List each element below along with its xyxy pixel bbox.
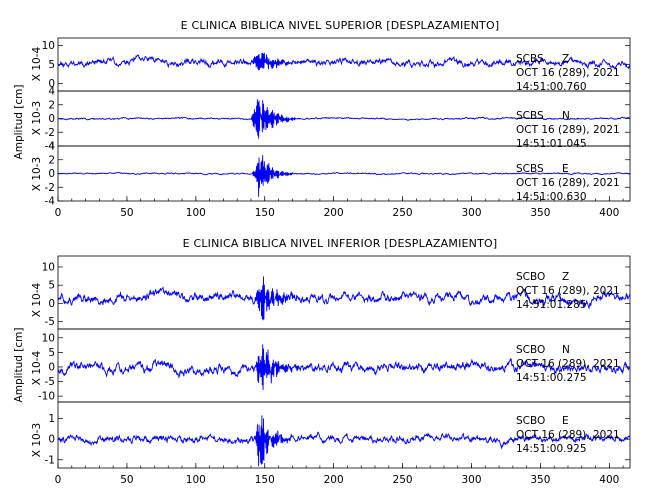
lower-x-tick-label: 300 (461, 474, 481, 486)
lower-panel-z-trace (57, 276, 631, 321)
lower-x-tick-label: 350 (530, 474, 550, 486)
lower-x-tick-label: 0 (55, 474, 62, 486)
upper-panel-z-y-tick-label: 5 (48, 59, 55, 71)
upper-panel-n-y-tick-label: -4 (45, 141, 56, 153)
lower-panel-e-scale: X 10-3 (31, 423, 43, 457)
lower-panel-e-date: OCT 16 (289), 2021 (516, 429, 620, 441)
lower-panel-n-scale: X 10-4 (31, 351, 43, 386)
upper-x-tick-label: 0 (55, 207, 62, 219)
lower-panel-e-y-tick-label: -1 (45, 454, 55, 466)
upper-panel-z: 0 5 10 X 10-4 SCBS Z OCT 16 (289), 2021 14… (31, 37, 631, 93)
lower-panel-e-y-tick-label: 0 (48, 434, 55, 446)
upper-panel-z-station: SCBS (516, 53, 544, 65)
upper-panel-n-scale: X 10-3 (31, 101, 43, 135)
lower-panel-n-date: OCT 16 (289), 2021 (516, 358, 620, 370)
lower-x-tick-label: 150 (255, 474, 275, 486)
upper-panel-z-date: OCT 16 (289), 2021 (516, 67, 620, 79)
upper-panel-e-y-tick-label: 0 (48, 168, 55, 180)
lower-x-tick-label: 400 (599, 474, 619, 486)
lower-panel-e-frame (57, 401, 631, 469)
upper-panel-z-trace (57, 52, 631, 71)
upper-panel-n-y-tick-label: 0 (48, 113, 55, 125)
upper-x-tick-label: 400 (599, 207, 619, 219)
upper-panel-z-y-ticks: 0 5 10 (42, 40, 630, 90)
lower-panel-z-date: OCT 16 (289), 2021 (516, 285, 620, 297)
lower-panel-n-y-tick-label: -5 (45, 376, 55, 388)
lower-panel-z-y-tick-label: -5 (45, 316, 55, 328)
lower-panel-n-y-ticks: -10 -5 0 5 10 (38, 332, 630, 403)
lower-panel-e: -1 0 1 X 10-3 SCBO E OCT 16 (289), 2021 14… (31, 401, 631, 469)
lower-x-tick-label: 100 (186, 474, 206, 486)
upper-panel-e-date: OCT 16 (289), 2021 (516, 177, 620, 189)
upper-panel-n-y-tick-label: -2 (45, 127, 55, 139)
lower-panel-z-y-tick-label: 5 (48, 280, 55, 292)
lower-x-tick-label: 250 (393, 474, 413, 486)
upper-panel-z-y-tick-label: 0 (48, 78, 55, 90)
upper-panel-e-trace (57, 155, 631, 197)
lower-panel-n-y-tick-label: 5 (48, 347, 55, 359)
upper-panel-e-station: SCBS (516, 163, 544, 175)
lower-panel-e-station: SCBO (516, 415, 545, 427)
lower-x-tick-label: 50 (120, 474, 133, 486)
lower-panel-n: -10 -5 0 5 10 X 10-4 SCBO N OCT 16 (289), 20… (31, 328, 631, 403)
lower-panel-e-y-ticks: -1 0 1 (45, 413, 630, 466)
upper-panel-z-y-tick-label: 10 (42, 40, 55, 52)
upper-panel-e-y-tick-label: -2 (45, 182, 55, 194)
lower-panel-z-station: SCBO (516, 271, 545, 283)
lower-panel-n-time: 14:51:00.275 (516, 372, 587, 384)
upper-panel-e-component: E (562, 163, 569, 175)
upper-panel-n-time: 14:51:01.045 (516, 138, 587, 150)
lower-ylabel: Amplitud [cm] (13, 328, 25, 403)
upper-panel-n-date: OCT 16 (289), 2021 (516, 124, 620, 136)
upper-panel-n-component: N (562, 110, 570, 122)
lower-panel-n-station: SCBO (516, 344, 545, 356)
lower-panel-n-trace (57, 344, 631, 391)
lower-panel-n-y-tick-label: 0 (48, 361, 55, 373)
upper-x-tick-label: 200 (324, 207, 344, 219)
upper-x-axis: 0 50 100 150 200 250 300 350 400 (55, 196, 624, 219)
lower-panel-n-y-tick-label: 10 (42, 332, 55, 344)
lower-panel-e-y-tick-label: 1 (48, 413, 55, 425)
upper-x-tick-label: 50 (120, 207, 133, 219)
upper-panel-e-y-ticks: -4 -2 0 24 (45, 141, 630, 208)
upper-panel-z-component: Z (562, 53, 569, 65)
upper-x-tick-label: 100 (186, 207, 206, 219)
lower-panel-e-time: 14:51:00.925 (516, 443, 587, 455)
upper-x-tick-label: 300 (461, 207, 481, 219)
lower-panel-n-component: N (562, 344, 570, 356)
upper-panel-n-trace (57, 99, 631, 139)
lower-panel-z-component: Z (562, 271, 569, 283)
upper-x-tick-label: 150 (255, 207, 275, 219)
upper-panel-e-y-tick-label: 4 (48, 141, 55, 153)
upper-panel-e-y-tick-label: 2 (48, 154, 55, 166)
upper-panel-e-scale: X 10-3 (31, 157, 43, 191)
upper-panel-z-scale: X 10-4 (31, 47, 43, 82)
upper-panel-n-station: SCBS (516, 110, 544, 122)
upper-panel-z-time: 14:51:00.760 (516, 81, 587, 93)
lower-x-axis: 0 50 100 150 200 250 300 350 400 (55, 463, 624, 486)
lower-panel-z-y-ticks: -5 0 5 10 (42, 261, 630, 328)
lower-panel-e-component: E (562, 415, 569, 427)
upper-x-tick-label: 350 (530, 207, 550, 219)
upper-ylabel: Amplitud [cm] (13, 85, 25, 160)
lower-panel-z-scale: X 10-4 (31, 283, 43, 318)
lower-title: E CLINICA BIBLICA NIVEL INFERIOR [DESPLA… (183, 237, 498, 250)
upper-panel-e: -4 -2 0 24 X 10-3 SCBS E OCT 16 (289), 2021… (31, 141, 631, 208)
lower-panel-z-y-tick-label: 0 (48, 298, 55, 310)
upper-panel-e-y-tick-label: -4 (45, 196, 56, 208)
upper-panel-n-y-tick-label: 2 (48, 99, 55, 111)
lower-panel-z-time: 14:51:01.285 (516, 299, 587, 311)
upper-title: E CLINICA BIBLICA NIVEL SUPERIOR [DESPLA… (181, 19, 500, 32)
upper-panel-n-y-tick-label: 4 (48, 86, 55, 98)
upper-x-tick-label: 250 (393, 207, 413, 219)
lower-x-tick-label: 200 (324, 474, 344, 486)
lower-panel-e-trace (57, 415, 631, 467)
lower-panel-n-y-tick-label: -10 (38, 391, 55, 403)
upper-panel-e-time: 14:51:00.630 (516, 191, 587, 203)
lower-panel-z-y-tick-label: 10 (42, 261, 55, 273)
